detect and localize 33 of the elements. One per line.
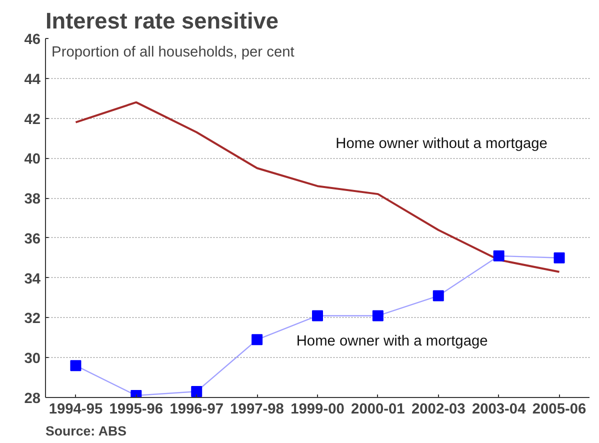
point	[554, 252, 565, 264]
y-tick-label: 36	[24, 231, 41, 248]
point	[70, 360, 82, 372]
y-tick-label: 38	[24, 192, 41, 208]
y-tick-label: 40	[24, 152, 41, 168]
x-tick-label: 1994-95	[48, 402, 103, 418]
line-series	[74, 101, 560, 273]
x-tick-label: 1997-98	[230, 402, 284, 418]
y-tick-label: 30	[24, 351, 41, 368]
y-tick-label: 32	[24, 311, 41, 328]
y-tick-label: 42	[24, 112, 41, 128]
x-tick-label: 1999-00	[290, 402, 344, 418]
y-tick-label: 46	[24, 32, 41, 48]
y-tick-label: 34	[24, 271, 42, 288]
source-note: Source: ABS	[46, 424, 127, 438]
point	[252, 334, 263, 346]
point	[432, 290, 444, 302]
x-tick-label: 1995-96	[109, 402, 164, 418]
x-tick-label: 2003-04	[472, 402, 527, 418]
point	[493, 250, 504, 262]
x-tick-label: 1996-97	[170, 402, 224, 418]
y-tick-label: 44	[24, 72, 42, 88]
point	[372, 310, 384, 322]
point	[191, 386, 202, 398]
series-label: Home owner with a mortgage	[296, 334, 488, 350]
chart-title: Interest rate sensitive	[46, 8, 278, 34]
text: Home owner without a mortgage	[336, 136, 548, 152]
x-tick-label: 2002-03	[411, 402, 466, 418]
point	[312, 310, 323, 322]
chart-subtitle: Proportion of all households, per cent	[52, 44, 294, 60]
x-tick-label: 2000-01	[351, 402, 405, 418]
x-tick-label: 2005-06	[532, 402, 586, 418]
y-tick-label: 28	[24, 391, 41, 407]
